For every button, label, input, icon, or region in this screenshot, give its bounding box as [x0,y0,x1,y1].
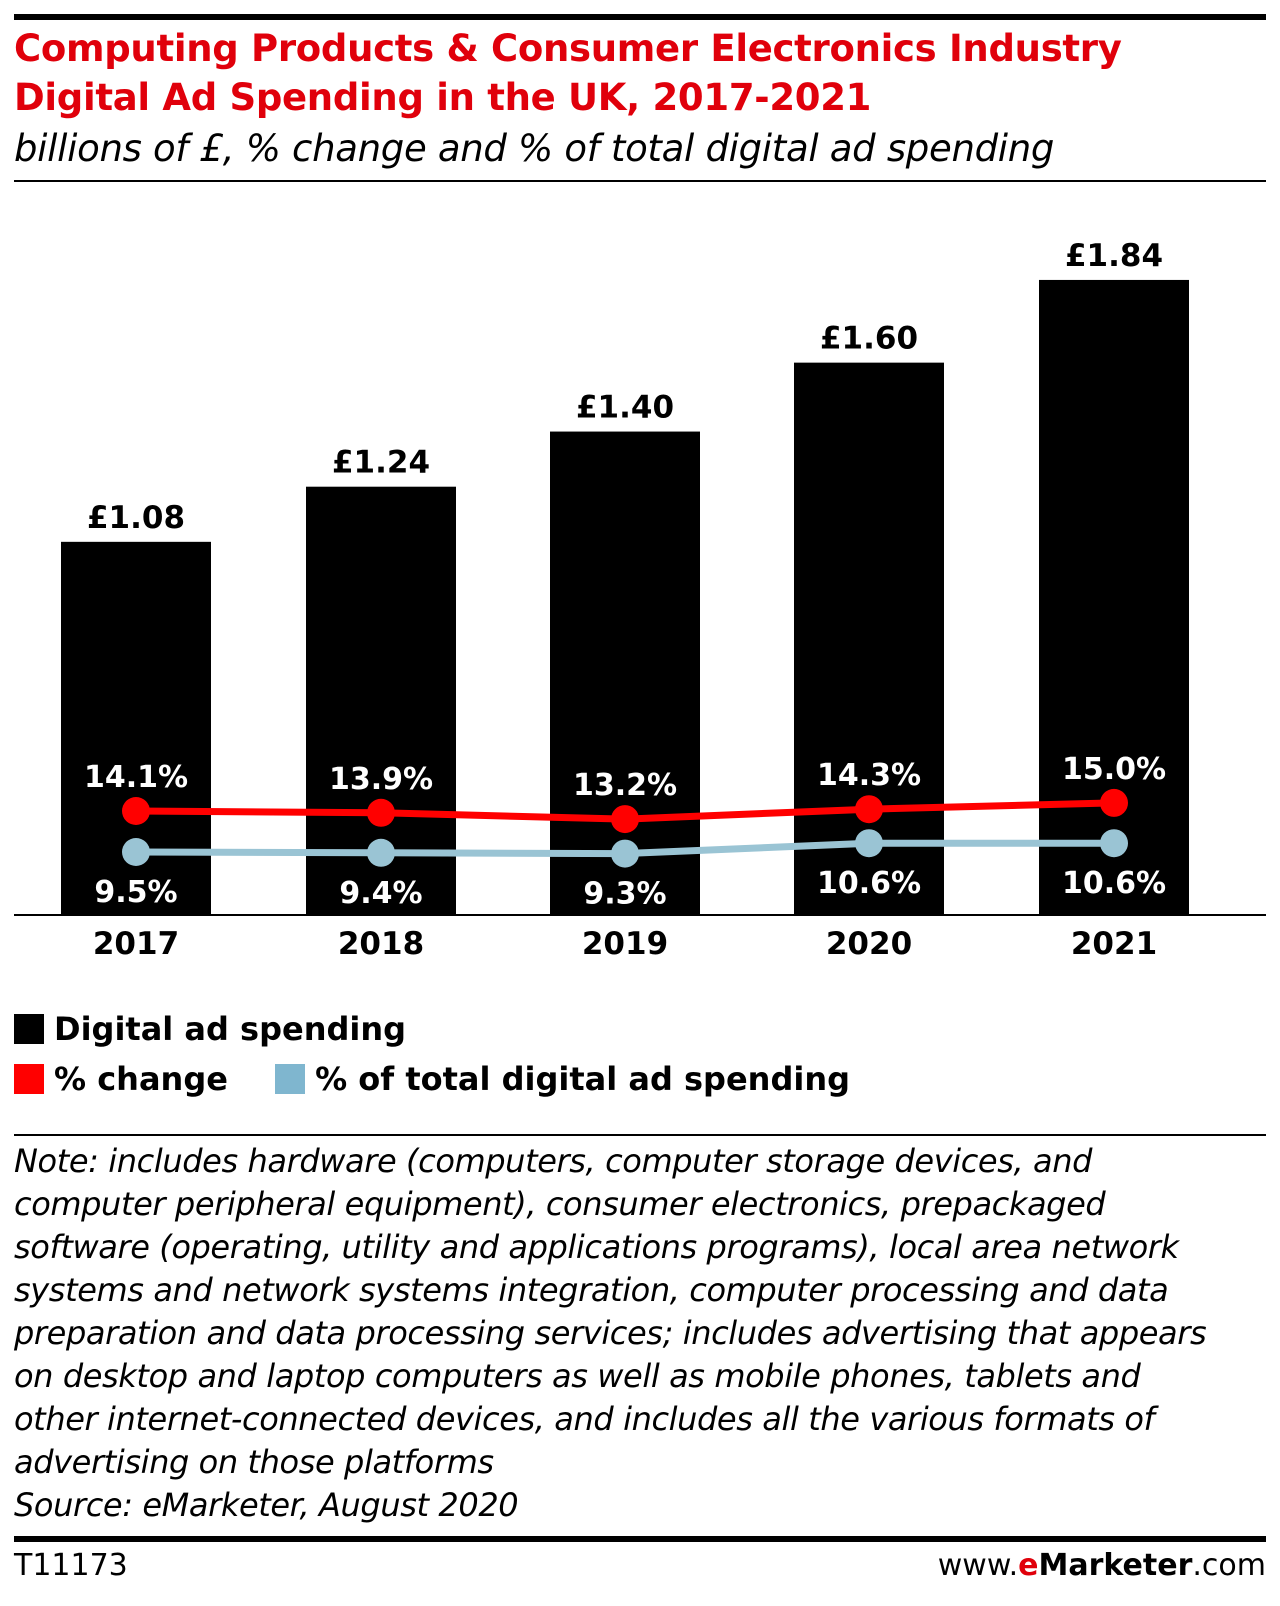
bar [550,431,700,914]
chart-title: Computing Products & Consumer Electronic… [14,24,1266,122]
top-rule [14,14,1266,20]
note-line: systems and network systems integration,… [14,1271,1169,1309]
share-point [1100,829,1128,858]
change-point [1100,788,1128,817]
share-label: 9.3% [583,877,666,912]
chart: £1.08 2017 £1.24 2018 £1.40 2019 £1.60 2020 £1.8… [14,238,1266,962]
legend-item-share: % of total digital ad spending [275,1060,850,1098]
subtitle-rule [14,180,1266,182]
website-suffix: .com [1192,1548,1266,1583]
x-tick-label: 2017 [93,926,179,962]
title-line-2: Digital Ad Spending in the UK, 2017-2021 [14,76,872,119]
change-point [122,797,150,825]
legend-item-change: % change [14,1060,228,1098]
legend-swatch-share [275,1064,306,1094]
legend-swatch-bars [14,1014,44,1044]
share-point [611,839,639,868]
share-point [367,838,395,867]
note-line: advertising on those platforms [14,1443,494,1481]
bar-value-label: £1.24 [332,445,430,481]
change-label: 13.2% [573,768,677,803]
x-tick-label: 2021 [1071,926,1157,962]
chart-subtitle: billions of £, % change and % of total d… [14,127,1055,170]
legend-row-1: Digital ad spending [14,1010,442,1052]
legend-row-2: % change % of total digital ad spending [14,1060,886,1102]
legend-item-bars: Digital ad spending [14,1010,406,1048]
change-point [855,795,883,824]
legend-label-change: % change [54,1060,228,1098]
x-axis-line [14,914,1266,916]
change-label: 14.3% [817,758,921,793]
x-tick-label: 2020 [826,926,912,962]
share-label: 10.6% [1062,866,1166,901]
change-label: 14.1% [84,760,188,795]
legend-swatch-change [14,1064,44,1094]
bar [1039,279,1189,914]
website-e: e [1018,1548,1039,1583]
website-brand: Marketer [1038,1548,1193,1583]
title-line-1: Computing Products & Consumer Electronic… [14,27,1122,70]
chart-id: T11173 [14,1548,128,1583]
source-line: Source: eMarketer, August 2020 [14,1486,519,1524]
x-tick-label: 2018 [338,926,424,962]
share-label: 9.4% [339,876,422,911]
change-point [611,805,639,834]
footer-rule [14,1536,1266,1542]
change-label: 15.0% [1062,752,1166,787]
note-line: Note: includes hardware (computers, comp… [14,1142,1093,1180]
website-link[interactable]: www.eMarketer.com [938,1548,1266,1583]
note-line: preparation and data processing services… [14,1314,1207,1352]
change-point [367,798,395,827]
note-rule [14,1134,1266,1136]
change-label: 13.9% [329,762,433,797]
bar-value-label: £1.60 [820,321,918,357]
legend-label-share: % of total digital ad spending [315,1060,850,1098]
x-tick-label: 2019 [582,926,668,962]
bar-value-label: £1.84 [1065,238,1163,274]
bar-value-label: £1.40 [576,390,674,426]
note-line: on desktop and laptop computers as well … [14,1357,1141,1395]
share-label: 9.5% [94,875,177,910]
bar-value-label: £1.08 [87,500,185,536]
legend-label-bars: Digital ad spending [54,1010,407,1048]
share-label: 10.6% [817,866,921,901]
share-point [855,829,883,858]
share-point [122,838,150,866]
note-line: computer peripheral equipment), consumer… [14,1185,1106,1223]
note-line: other internet-connected devices, and in… [14,1400,1155,1438]
website-prefix: www. [937,1548,1019,1583]
note: Note: includes hardware (computers, comp… [14,1140,1266,1527]
note-line: software (operating, utility and applica… [14,1228,1179,1266]
